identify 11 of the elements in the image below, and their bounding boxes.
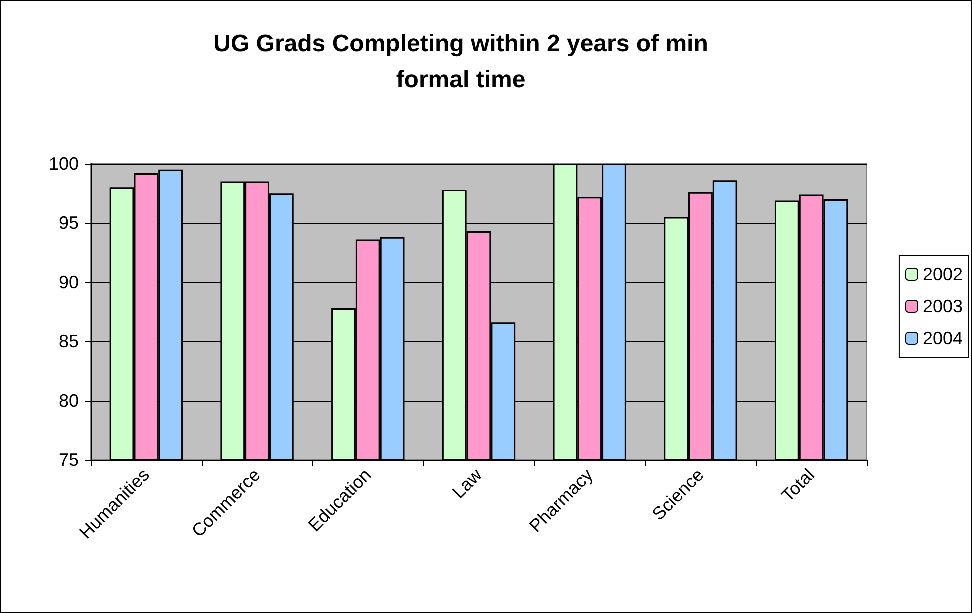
legend-label: 2002 [922, 264, 964, 284]
y-tick-label: 80 [58, 390, 79, 411]
legend-label: 2004 [922, 328, 964, 348]
y-tick-label: 90 [58, 272, 79, 292]
x-tick-label: Law [448, 464, 487, 502]
y-tick-label: 75 [58, 450, 79, 470]
y-tick-label: 85 [58, 332, 79, 352]
legend-label: 2003 [922, 296, 964, 316]
y-tick-label: 100 [48, 154, 79, 174]
y-tick-label: 95 [58, 213, 79, 234]
chart-title: UG Grads Completing within 2 years of min formal time [214, 30, 708, 94]
